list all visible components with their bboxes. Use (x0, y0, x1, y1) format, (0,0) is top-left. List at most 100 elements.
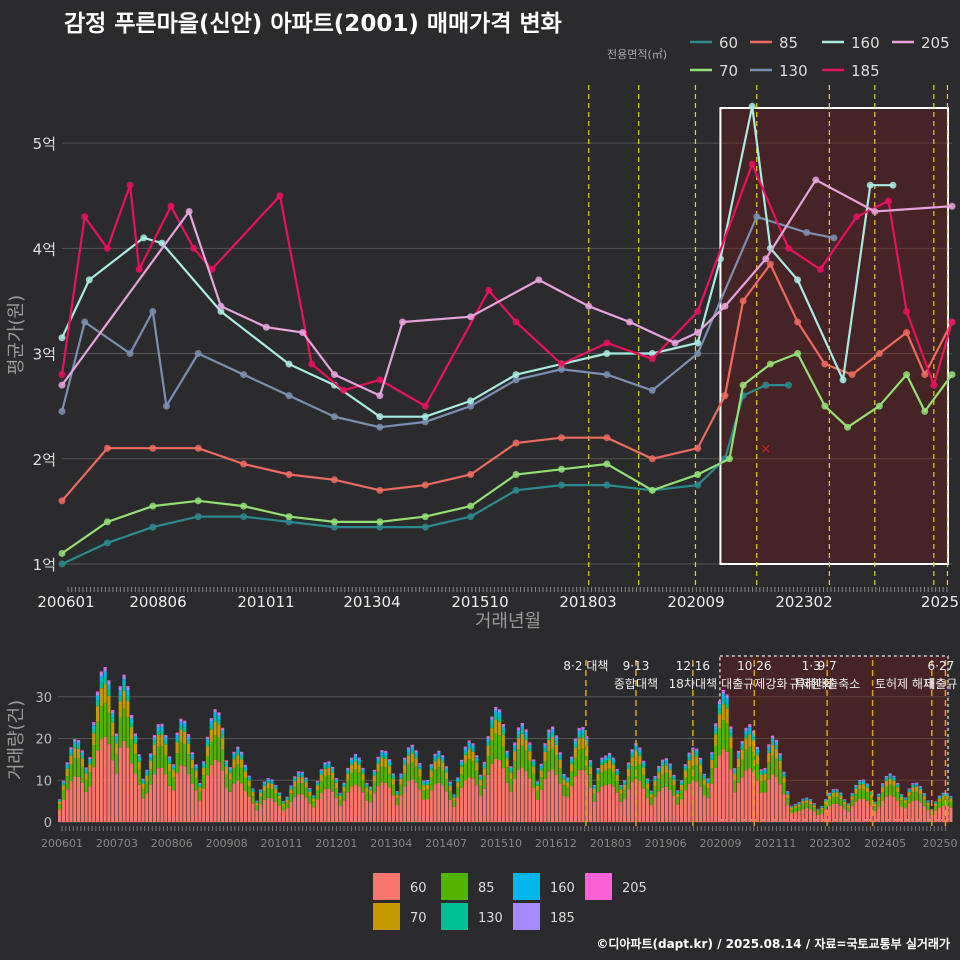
bar-segment (896, 800, 900, 822)
bar-segment (812, 804, 816, 806)
bar-segment (827, 799, 832, 806)
bar-segment (607, 752, 612, 754)
bar-segment (911, 783, 915, 785)
bar-segment (653, 779, 657, 782)
bar-segment (380, 755, 384, 759)
bar-segment (926, 801, 930, 802)
bar-segment (353, 769, 357, 785)
bar-segment (395, 794, 399, 799)
bar-segment (789, 813, 794, 822)
bar-segment (877, 794, 881, 796)
bar-segment (327, 761, 331, 762)
bar-x-tick-label: 200601 (41, 837, 83, 850)
bar-segment (406, 748, 411, 750)
bar-segment (448, 799, 452, 822)
bar-segment (190, 752, 194, 755)
bar-segment (183, 731, 187, 744)
bar-segment (926, 802, 930, 806)
bar-segment (482, 775, 486, 789)
bar-segment (114, 773, 119, 822)
bar-segment (164, 735, 168, 738)
bar-segment (84, 767, 88, 768)
bar-segment (645, 779, 650, 782)
bar-segment (676, 804, 680, 822)
bar-segment (755, 764, 760, 781)
bar-segment (588, 760, 593, 761)
bar-segment (247, 778, 251, 781)
bar-segment (721, 691, 725, 694)
bar-segment (918, 790, 923, 795)
bar-segment (152, 741, 156, 745)
bar-segment (475, 759, 479, 763)
bar-segment (770, 755, 775, 775)
bar-segment (456, 797, 460, 822)
bar-segment (99, 673, 103, 677)
bar-segment (744, 727, 748, 729)
bar-segment (236, 754, 240, 764)
bar-segment (103, 671, 107, 678)
bar-segment (399, 775, 403, 777)
bar-segment (448, 790, 452, 800)
bar-segment (573, 757, 577, 777)
bar-segment (475, 755, 479, 758)
bar-segment (422, 790, 426, 800)
bar-segment (744, 730, 748, 735)
bar-segment (729, 769, 733, 822)
bar-segment (353, 753, 357, 755)
bar-segment (118, 717, 122, 748)
bar-segment (365, 785, 369, 788)
legend-swatch (441, 903, 468, 930)
bar-segment (312, 798, 316, 802)
bar-segment (262, 784, 266, 786)
bar-segment (486, 774, 490, 822)
bar-segment (539, 767, 543, 771)
bar-segment (380, 750, 384, 751)
bar-segment (865, 800, 869, 822)
bar-segment (858, 780, 862, 782)
bar-segment (539, 770, 543, 778)
bar-segment (399, 784, 403, 796)
bar-segment (494, 733, 498, 759)
bar-segment (649, 791, 653, 793)
bar-segment (505, 752, 509, 756)
bar-segment (615, 770, 619, 773)
bar-segment (111, 735, 115, 761)
bar-segment (243, 777, 248, 791)
bar-segment (733, 780, 737, 793)
bar-segment (695, 750, 699, 754)
bar-segment (831, 790, 835, 792)
bar-segment (839, 793, 843, 795)
bar-segment (843, 801, 847, 805)
bar-segment (118, 747, 122, 822)
bar-segment (899, 795, 904, 797)
bar-segment (661, 766, 665, 774)
bar-segment (107, 680, 111, 682)
bar-segment (679, 781, 684, 784)
bar-segment (80, 751, 84, 753)
bar-segment (175, 732, 179, 734)
bar-segment (350, 764, 354, 773)
bar-segment (858, 784, 862, 790)
bar-segment (232, 783, 236, 822)
bar-segment (702, 795, 706, 822)
bar-segment (118, 687, 122, 691)
bar-segment (604, 760, 608, 763)
bar-segment (805, 808, 809, 822)
bar-segment (141, 781, 145, 784)
bar-segment (782, 783, 786, 795)
bar-segment (714, 723, 718, 725)
bar-segment (323, 768, 327, 776)
bar-segment (251, 789, 255, 791)
bar-segment (805, 798, 809, 800)
bar-segment (789, 807, 794, 810)
bar-segment (782, 772, 786, 774)
bar-segment (490, 740, 494, 765)
bar-segment (520, 723, 524, 724)
bar-segment (228, 767, 232, 769)
bar-segment (304, 778, 308, 781)
bar-segment (721, 720, 725, 750)
bar-segment (410, 747, 414, 751)
bar-segment (543, 745, 547, 749)
bar-segment (740, 743, 744, 747)
